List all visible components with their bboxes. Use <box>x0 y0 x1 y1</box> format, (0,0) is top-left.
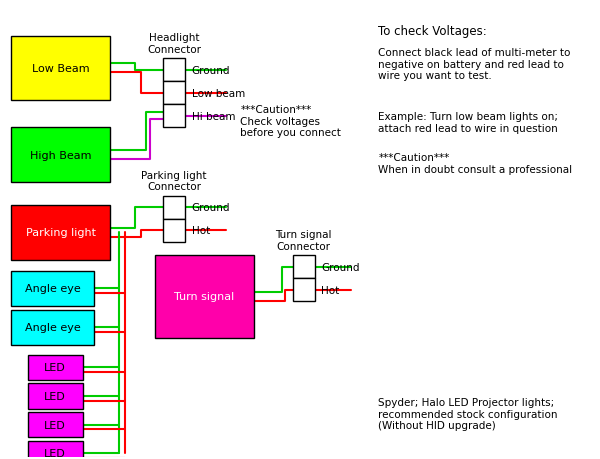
Bar <box>28 355 83 380</box>
Text: LED: LED <box>44 363 66 372</box>
Bar <box>155 256 254 338</box>
Text: ***Caution***
When in doubt consult a professional: ***Caution*** When in doubt consult a pr… <box>379 153 572 174</box>
Text: Connect black lead of multi-meter to
negative on battery and red lead to
wire yo: Connect black lead of multi-meter to neg… <box>379 48 571 81</box>
Bar <box>163 196 185 219</box>
Bar <box>11 206 110 260</box>
Text: LED: LED <box>44 448 66 458</box>
Text: Hi beam: Hi beam <box>191 112 235 122</box>
Text: Low beam: Low beam <box>191 89 245 99</box>
Text: Parking light: Parking light <box>26 228 96 238</box>
Text: Turn signal: Turn signal <box>174 292 235 302</box>
Text: To check Voltages:: To check Voltages: <box>379 25 487 38</box>
Bar <box>163 105 185 128</box>
Text: Ground: Ground <box>322 262 360 272</box>
Text: Parking light
Connector: Parking light Connector <box>141 170 207 192</box>
Bar <box>163 82 185 105</box>
Text: Spyder; Halo LED Projector lights;
recommended stock configuration
(Without HID : Spyder; Halo LED Projector lights; recom… <box>379 397 558 431</box>
Text: Hot: Hot <box>191 226 210 235</box>
Text: Hot: Hot <box>322 285 340 295</box>
Text: Ground: Ground <box>191 66 230 76</box>
Bar <box>28 441 83 459</box>
Bar <box>11 128 110 183</box>
Text: Angle eye: Angle eye <box>25 284 80 294</box>
Text: Low Beam: Low Beam <box>32 63 89 73</box>
Text: ***Caution***
Check voltages
before you connect: ***Caution*** Check voltages before you … <box>240 105 341 138</box>
Text: Headlight
Connector: Headlight Connector <box>147 33 201 55</box>
Text: Angle eye: Angle eye <box>25 323 80 333</box>
Bar <box>293 279 315 302</box>
Bar <box>28 384 83 409</box>
Bar <box>11 272 94 306</box>
Bar <box>28 412 83 437</box>
Bar <box>11 37 110 101</box>
Bar <box>11 311 94 345</box>
Text: Ground: Ground <box>191 203 230 213</box>
Bar <box>163 219 185 242</box>
Bar <box>293 256 315 279</box>
Text: Example: Turn low beam lights on;
attach red lead to wire in question: Example: Turn low beam lights on; attach… <box>379 112 559 134</box>
Text: High Beam: High Beam <box>30 150 92 160</box>
Text: Turn signal
Connector: Turn signal Connector <box>275 230 332 251</box>
Text: LED: LED <box>44 391 66 401</box>
Bar <box>163 59 185 82</box>
Text: LED: LED <box>44 420 66 430</box>
